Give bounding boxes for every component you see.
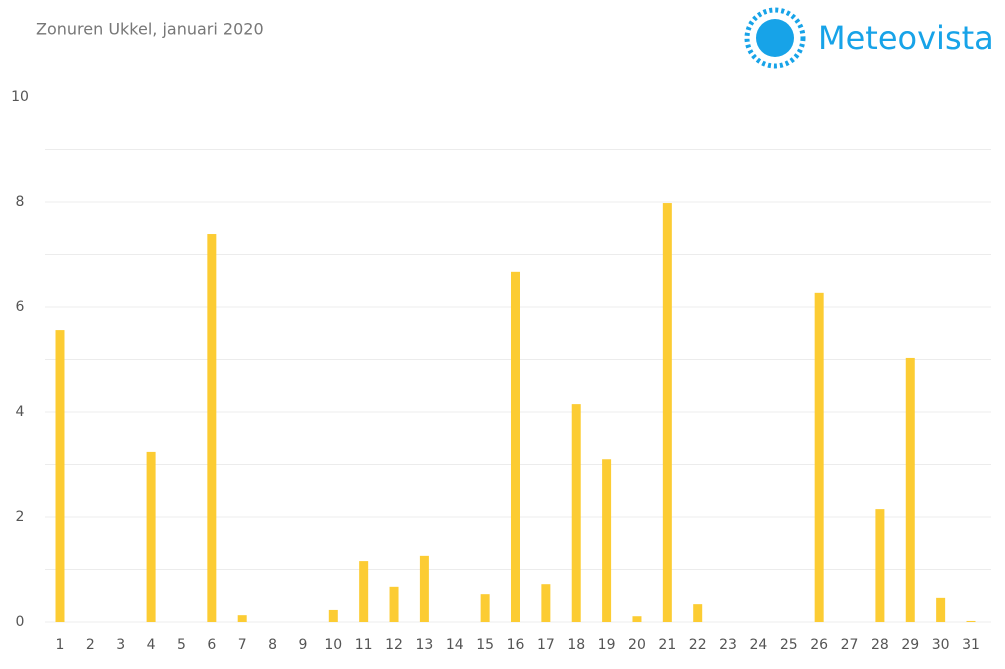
- x-tick-label: 31: [962, 637, 980, 653]
- bar: [571, 404, 581, 622]
- y-tick-label: 10: [11, 89, 29, 105]
- x-tick-label: 5: [177, 637, 186, 653]
- bar: [359, 561, 369, 622]
- x-tick-label: 29: [901, 637, 919, 653]
- x-tick-label: 7: [238, 637, 247, 653]
- y-tick-label: 6: [16, 299, 25, 315]
- x-tick-label: 2: [86, 637, 95, 653]
- x-tick-label: 12: [385, 637, 403, 653]
- bar: [237, 615, 247, 622]
- x-tick-label: 1: [56, 637, 65, 653]
- x-tick-label: 28: [871, 637, 889, 653]
- bar: [541, 584, 551, 622]
- bar: [632, 616, 642, 622]
- y-tick-label: 0: [16, 614, 25, 630]
- bar: [146, 451, 156, 622]
- bar: [814, 292, 824, 622]
- x-tick-label: 6: [207, 637, 216, 653]
- bar: [936, 597, 946, 622]
- x-tick-label: 14: [446, 637, 464, 653]
- x-tick-label: 24: [750, 637, 768, 653]
- x-tick-label: 25: [780, 637, 798, 653]
- x-tick-label: 26: [810, 637, 828, 653]
- x-tick-label: 13: [415, 637, 433, 653]
- x-tick-label: 23: [719, 637, 737, 653]
- chart-title: Zonuren Ukkel, januari 2020: [36, 20, 264, 39]
- x-tick-label: 11: [355, 637, 373, 653]
- x-tick-label: 16: [507, 637, 525, 653]
- bar: [662, 203, 672, 623]
- bar: [966, 620, 976, 622]
- bar: [328, 609, 338, 622]
- bar: [480, 594, 490, 622]
- bar: [419, 555, 429, 622]
- bar: [55, 330, 65, 622]
- logo-rays: [744, 7, 806, 69]
- x-tick-label: 10: [324, 637, 342, 653]
- x-tick-label: 15: [476, 637, 494, 653]
- x-tick-label: 4: [147, 637, 156, 653]
- x-tick-label: 20: [628, 637, 646, 653]
- x-tick-label: 8: [268, 637, 277, 653]
- x-tick-label: 30: [932, 637, 950, 653]
- bar: [207, 234, 217, 622]
- x-tick-label: 18: [567, 637, 585, 653]
- bar: [875, 509, 885, 622]
- x-tick-label: 22: [689, 637, 707, 653]
- bar: [693, 604, 703, 622]
- bar: [905, 357, 915, 622]
- logo: Meteovista: [744, 7, 994, 69]
- x-tick-label: 9: [298, 637, 307, 653]
- y-tick-label: 4: [16, 404, 25, 420]
- bar: [389, 586, 399, 622]
- logo-text: Meteovista: [818, 19, 994, 57]
- x-tick-label: 21: [658, 637, 676, 653]
- y-tick-label: 8: [16, 194, 25, 210]
- x-tick-label: 27: [841, 637, 859, 653]
- bar: [511, 271, 520, 622]
- x-tick-label: 3: [116, 637, 125, 653]
- x-tick-label: 19: [598, 637, 616, 653]
- logo-sun: [756, 19, 794, 57]
- y-tick-label: 2: [16, 509, 25, 525]
- bar: [602, 459, 612, 622]
- x-tick-label: 17: [537, 637, 555, 653]
